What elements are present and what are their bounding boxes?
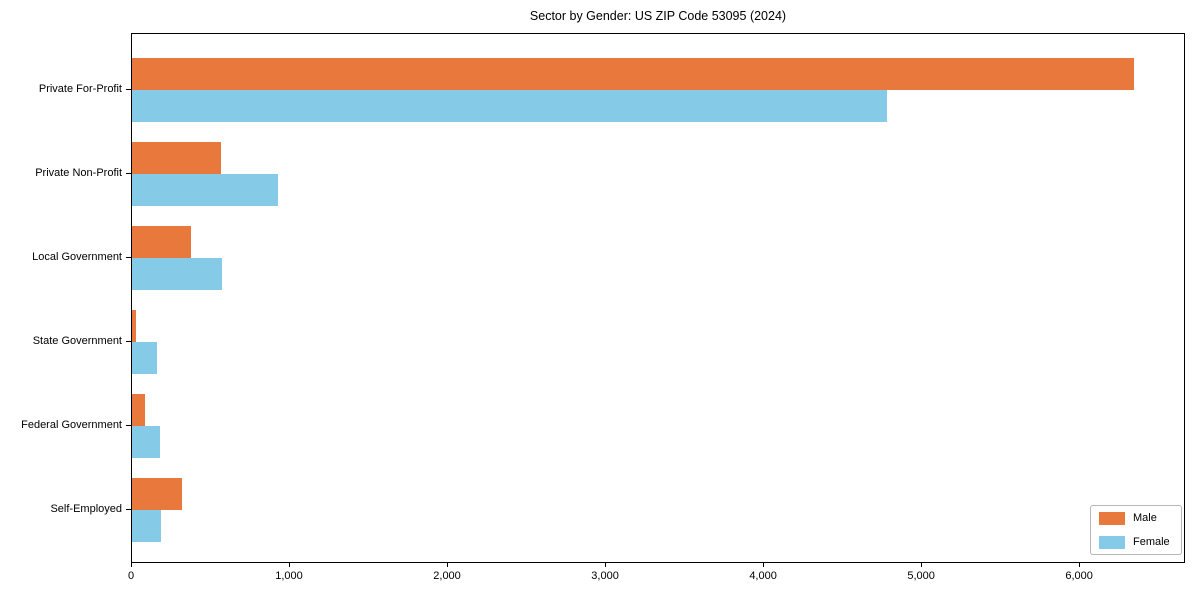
y-tick-mark — [126, 173, 131, 174]
bar-male-local-government — [132, 226, 192, 258]
legend-label-male: Male — [1133, 512, 1157, 524]
x-tick-label-6000: 6,000 — [1065, 570, 1093, 582]
legend: Male Female — [1090, 505, 1182, 555]
y-tick-label-state-government: State Government — [32, 335, 122, 347]
bar-male-self-employed — [132, 478, 183, 510]
y-tick-label-private-for-profit: Private For-Profit — [38, 83, 122, 95]
bar-male-private-non-profit — [132, 142, 222, 174]
y-tick-label-federal-government: Federal Government — [21, 419, 122, 431]
x-tick-mark — [289, 563, 291, 567]
y-tick-mark — [126, 425, 131, 426]
y-tick-mark — [126, 89, 131, 90]
legend-label-female: Female — [1133, 536, 1170, 548]
bar-female-federal-government — [132, 426, 161, 458]
bar-male-federal-government — [132, 394, 145, 426]
x-tick-mark — [921, 563, 923, 567]
x-tick-mark — [605, 563, 607, 567]
x-tick-mark — [763, 563, 765, 567]
legend-item-male: Male — [1099, 512, 1173, 525]
chart-title: Sector by Gender: US ZIP Code 53095 (202… — [529, 9, 787, 23]
bar-female-private-for-profit — [132, 90, 888, 122]
plot-area — [131, 33, 1185, 563]
legend-item-female: Female — [1099, 536, 1173, 549]
x-tick-label-3000: 3,000 — [591, 570, 619, 582]
y-tick-label-private-non-profit: Private Non-Profit — [35, 167, 122, 179]
x-tick-label-0: 0 — [127, 570, 135, 582]
y-tick-mark — [126, 257, 131, 258]
bar-male-state-government — [132, 310, 136, 342]
legend-swatch-female — [1099, 536, 1125, 549]
x-tick-label-1000: 1,000 — [275, 570, 303, 582]
bar-female-self-employed — [132, 510, 162, 542]
x-tick-mark — [447, 563, 449, 567]
y-tick-mark — [126, 509, 131, 510]
bar-female-state-government — [132, 342, 158, 374]
bar-male-private-for-profit — [132, 58, 1134, 90]
y-tick-label-self-employed: Self-Employed — [50, 503, 122, 515]
x-tick-mark — [1079, 563, 1081, 567]
x-tick-label-5000: 5,000 — [907, 570, 935, 582]
x-tick-label-4000: 4,000 — [749, 570, 777, 582]
x-tick-label-2000: 2,000 — [433, 570, 461, 582]
legend-swatch-male — [1099, 512, 1125, 525]
x-tick-mark — [131, 563, 132, 567]
bar-female-private-non-profit — [132, 174, 278, 206]
bar-female-local-government — [132, 258, 222, 290]
y-tick-mark — [126, 341, 131, 342]
y-tick-label-local-government: Local Government — [32, 251, 122, 263]
